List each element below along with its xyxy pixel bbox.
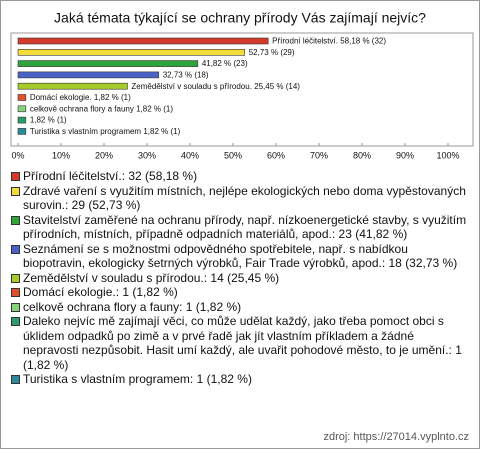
bar-label: 52,73 % (29) (249, 48, 295, 57)
x-tick-label: 100% (436, 150, 459, 160)
bar (17, 82, 128, 90)
legend-swatch (11, 288, 20, 297)
bar-label: Přírodní léčitelství. 58,18 % (32) (272, 37, 386, 46)
legend-item: Zemědělství v souladu s přírodou.: 14 (2… (11, 271, 471, 286)
legend-item: Seznámení se s možnostmi odpovědného spo… (11, 242, 471, 271)
legend-swatch (11, 186, 20, 196)
bar (17, 94, 27, 101)
x-tick-label: 50% (224, 150, 242, 160)
bar-label: Turistika s vlastním programem 1,82 % (1… (30, 127, 181, 136)
legend-label: celkově ochrana flory a fauny: 1 (1,82 %… (23, 299, 242, 314)
bar-label: 1,82 % (1) (30, 116, 67, 125)
legend: Přírodní léčitelství.: 32 (58,18 %) Zdrav… (11, 169, 471, 387)
x-tick-label: 20% (95, 150, 113, 160)
legend-swatch (11, 375, 20, 384)
x-tick-label: 90% (396, 150, 414, 160)
legend-item: celkově ochrana flory a fauny: 1 (1,82 %… (11, 300, 471, 315)
bar-label: Zemědělství v souladu s přírodou. 25,45 … (131, 82, 300, 91)
bar (17, 37, 269, 45)
legend-label: Daleko nejvíc mě zajímají věci, co může … (23, 314, 462, 372)
legend-item: Domácí ekologie.: 1 (1,82 %) (11, 285, 471, 300)
legend-item: Zdravé vaření s využitím místních, nejlé… (11, 184, 471, 213)
bar (17, 48, 246, 56)
x-tick-label: 30% (138, 150, 156, 160)
legend-swatch (11, 215, 20, 225)
legend-label: Zemědělství v souladu s přírodou.: 14 (2… (23, 270, 280, 285)
bar-label: Domácí ekologie. 1,82 % (1) (30, 93, 131, 102)
bar (17, 105, 27, 113)
source: zdroj: https://27014.vyplnto.cz (323, 431, 469, 443)
legend-swatch (11, 302, 20, 312)
bar-label: 41,82 % (23) (202, 59, 248, 68)
bar (17, 116, 27, 124)
legend-label: Stavitelství zaměřené na ochranu přírody… (23, 212, 467, 242)
plot: Jaká témata týkající se ochrany přírody … (10, 10, 474, 160)
legend-item: Přírodní léčitelství.: 32 (58,18 %) (11, 169, 471, 184)
bar (17, 71, 160, 79)
legend-label: Turistika s vlastním programem: 1 (1,82 … (23, 372, 252, 386)
plot-frame (10, 32, 474, 147)
legend-swatch (11, 244, 20, 254)
bar (17, 128, 27, 135)
bar (17, 60, 199, 67)
legend-item: Turistika s vlastním programem: 1 (1,82 … (11, 372, 471, 387)
chart-title: Jaká témata týkající se ochrany přírody … (54, 10, 426, 26)
legend-label: Přírodní léčitelství.: 32 (58,18 %) (23, 169, 198, 183)
x-tick-label: 60% (267, 150, 285, 160)
legend-label: Zdravé vaření s využitím místních, nejlé… (23, 183, 466, 213)
x-tick-label: 0% (11, 150, 24, 160)
legend-swatch (11, 273, 20, 283)
x-tick-label: 80% (353, 150, 371, 160)
x-tick-label: 10% (52, 150, 70, 160)
bar-label: 32,73 % (18) (163, 71, 209, 80)
legend-swatch (11, 317, 20, 326)
x-tick-label: 40% (181, 150, 199, 160)
bar-label: celkově ochrana flory a fauny 1,82 % (1) (30, 104, 174, 113)
x-tick-label: 70% (310, 150, 328, 160)
legend-label: Seznámení se s možnostmi odpovědného spo… (23, 241, 458, 271)
legend-item: Daleko nejvíc mě zajímají věci, co může … (11, 314, 471, 372)
legend-swatch (11, 172, 20, 181)
legend-label: Domácí ekologie.: 1 (1,82 %) (23, 285, 178, 299)
legend-item: Stavitelství zaměřené na ochranu přírody… (11, 213, 471, 242)
